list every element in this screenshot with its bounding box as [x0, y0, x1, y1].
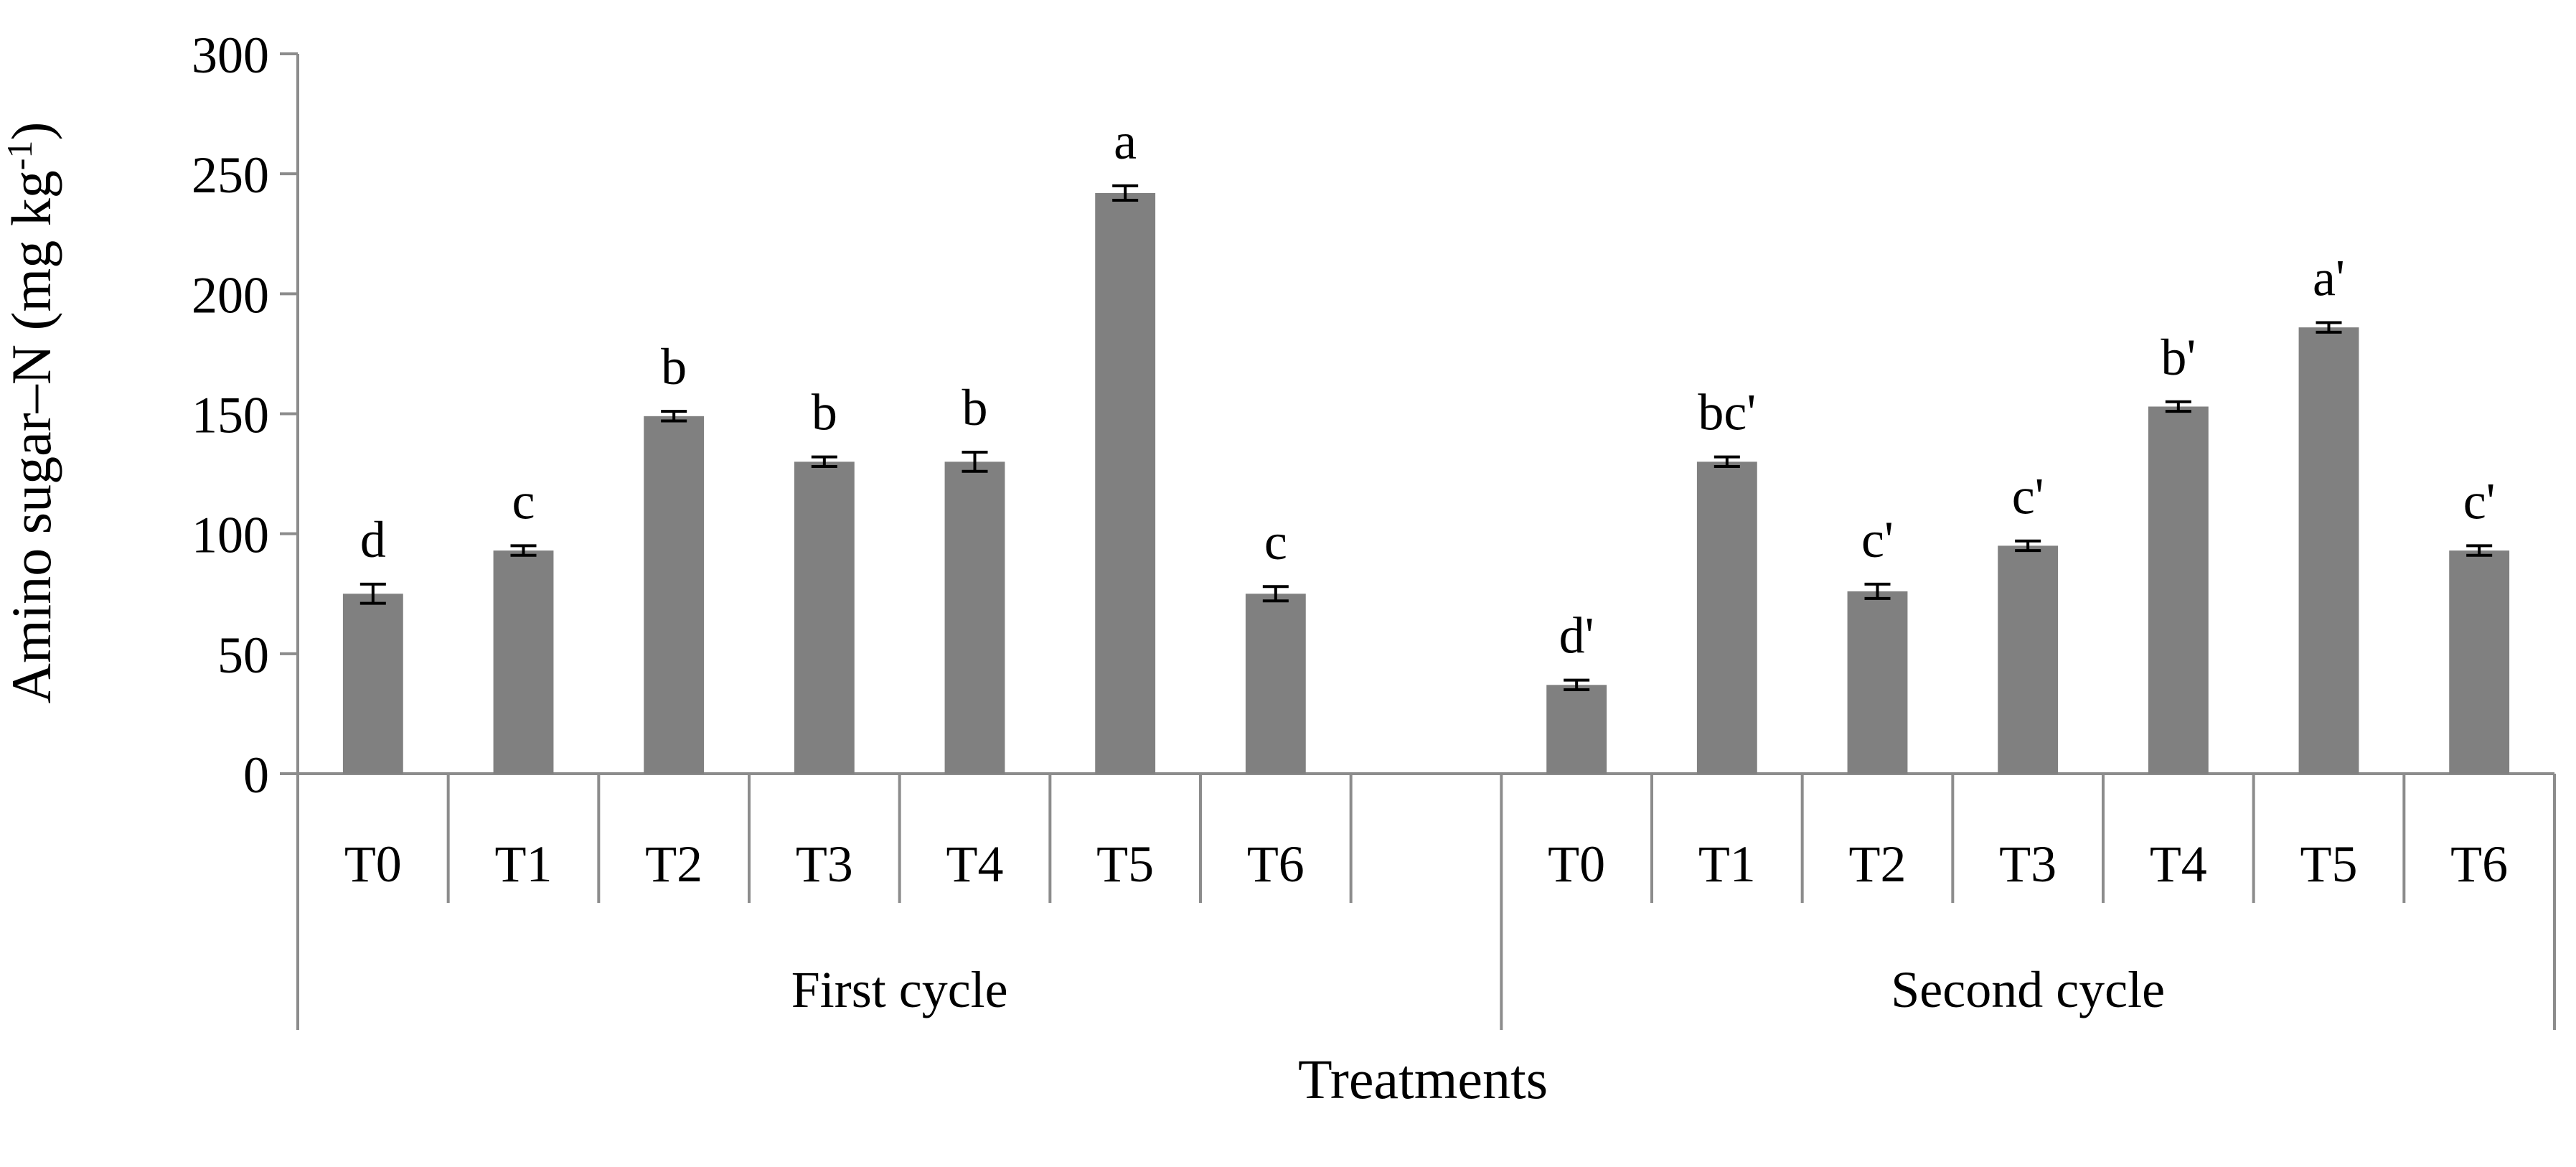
category-label: T2: [645, 835, 702, 893]
bar: [944, 461, 1005, 774]
group-label: First cycle: [791, 961, 1008, 1018]
bar: [1847, 591, 1908, 774]
bar: [2449, 550, 2510, 774]
y-axis-title-main: Amino sugar–N (mg kg: [0, 170, 62, 703]
bar: [1245, 594, 1306, 774]
y-tick-label: 200: [192, 266, 269, 324]
significance-letter: a: [1114, 113, 1137, 170]
bar: [1998, 545, 2059, 774]
x-axis-title: Treatments: [1298, 1048, 1548, 1110]
bar: [2298, 327, 2359, 774]
category-label: T5: [2300, 835, 2358, 893]
bar: [1696, 461, 1757, 774]
category-label: T0: [344, 835, 402, 893]
bars-layer: [342, 184, 2510, 774]
category-label: T2: [1849, 835, 1907, 893]
significance-letter: d: [360, 511, 386, 568]
bar: [493, 550, 554, 774]
significance-letter: c': [2463, 472, 2496, 530]
axes-layer: [280, 52, 2556, 1030]
category-label: T6: [2450, 835, 2508, 893]
significance-letter: b: [812, 384, 837, 441]
y-axis-title-suffix: ): [0, 122, 62, 141]
y-axis-title-superscript: -1: [0, 141, 39, 171]
category-label: T6: [1247, 835, 1305, 893]
category-label: T3: [796, 835, 853, 893]
significance-letter: d': [1559, 607, 1594, 665]
bar: [644, 416, 705, 774]
group-label: Second cycle: [1891, 961, 2165, 1018]
category-label: T1: [1698, 835, 1756, 893]
y-tick-label: 0: [243, 746, 269, 804]
bar: [794, 461, 855, 774]
category-label: T3: [1999, 835, 2056, 893]
significance-letter: a': [2313, 249, 2345, 306]
y-tick-label: 250: [192, 146, 269, 204]
significance-letter: b: [962, 379, 988, 436]
significance-letter: b': [2161, 329, 2196, 386]
bar: [1546, 685, 1607, 774]
y-tick-label: 100: [192, 507, 269, 564]
y-tick-label: 300: [192, 27, 269, 84]
bar: [2148, 406, 2209, 774]
labels-layer: 0 50 100 150 200 250 300 T0 d T1 c T2 b T3 b T4 b T5 a T6 c T…: [192, 27, 2508, 1018]
bar: [1095, 192, 1156, 774]
significance-letter: b: [661, 338, 687, 395]
y-tick-label: 150: [192, 387, 269, 444]
significance-letter: bc': [1698, 384, 1756, 441]
category-label: T5: [1096, 835, 1154, 893]
significance-letter: c': [1861, 511, 1894, 568]
category-label: T4: [946, 835, 1004, 893]
significance-letter: c: [1264, 513, 1287, 571]
significance-letter: c': [2012, 468, 2044, 525]
y-axis-title: Amino sugar–N (mg kg-1): [0, 122, 62, 704]
category-label: T4: [2150, 835, 2207, 893]
y-tick-label: 50: [217, 627, 269, 684]
category-label: T1: [495, 835, 553, 893]
category-label: T0: [1548, 835, 1605, 893]
bar: [342, 594, 403, 774]
significance-letter: c: [512, 472, 535, 530]
